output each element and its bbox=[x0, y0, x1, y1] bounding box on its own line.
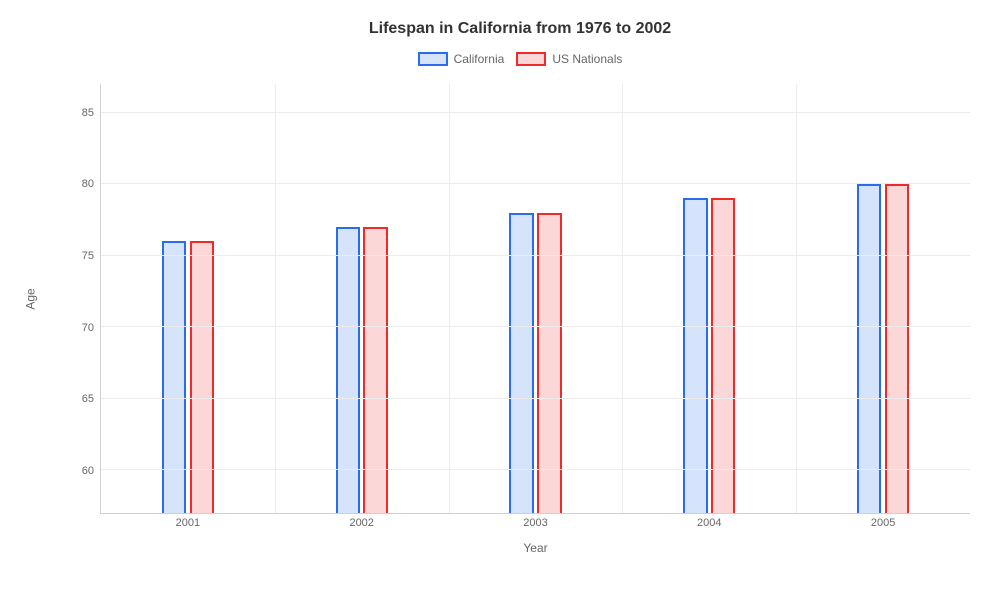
y-tick: 80 bbox=[64, 178, 94, 190]
bar-california bbox=[683, 198, 707, 513]
y-tick: 85 bbox=[64, 107, 94, 119]
y-axis-label: Age bbox=[24, 288, 38, 309]
gridline-vertical bbox=[796, 84, 797, 513]
gridline-horizontal bbox=[101, 398, 970, 399]
legend-label: California bbox=[454, 52, 505, 66]
plot-wrapper: Age 606570758085 20012002200320042005 Ye… bbox=[70, 84, 970, 514]
x-tick: 2005 bbox=[871, 517, 895, 529]
gridline-vertical bbox=[622, 84, 623, 513]
gridline-horizontal bbox=[101, 112, 970, 113]
gridline-horizontal bbox=[101, 255, 970, 256]
y-axis-ticks: 606570758085 bbox=[70, 84, 100, 514]
gridline-horizontal bbox=[101, 183, 970, 184]
x-tick: 2003 bbox=[523, 517, 547, 529]
bar-california bbox=[857, 184, 881, 513]
x-tick: 2002 bbox=[349, 517, 373, 529]
legend-swatch bbox=[516, 52, 546, 66]
y-tick: 70 bbox=[64, 322, 94, 334]
bar-us-nationals bbox=[885, 184, 909, 513]
legend-label: US Nationals bbox=[552, 52, 622, 66]
legend-item-1: US Nationals bbox=[516, 52, 622, 66]
y-tick: 60 bbox=[64, 465, 94, 477]
chart-title: Lifespan in California from 1976 to 2002 bbox=[70, 20, 970, 38]
bar-california bbox=[509, 213, 533, 513]
x-tick: 2004 bbox=[697, 517, 721, 529]
bars-layer bbox=[101, 84, 970, 513]
y-tick: 65 bbox=[64, 393, 94, 405]
legend-item-0: California bbox=[418, 52, 505, 66]
y-tick: 75 bbox=[64, 250, 94, 262]
bar-us-nationals bbox=[711, 198, 735, 513]
bar-california bbox=[162, 241, 186, 513]
bar-us-nationals bbox=[537, 213, 561, 513]
chart-legend: California US Nationals bbox=[70, 52, 970, 66]
gridline-horizontal bbox=[101, 469, 970, 470]
gridline-vertical bbox=[275, 84, 276, 513]
lifespan-chart: Lifespan in California from 1976 to 2002… bbox=[0, 0, 1000, 600]
x-axis-ticks: 2001 2002 2003 2004 2005 bbox=[101, 517, 970, 533]
x-axis-label: Year bbox=[523, 541, 547, 555]
legend-swatch bbox=[418, 52, 448, 66]
gridline-horizontal bbox=[101, 326, 970, 327]
plot-area: 20012002200320042005 Year bbox=[100, 84, 970, 514]
x-tick: 2001 bbox=[176, 517, 200, 529]
bar-us-nationals bbox=[190, 241, 214, 513]
gridline-vertical bbox=[449, 84, 450, 513]
